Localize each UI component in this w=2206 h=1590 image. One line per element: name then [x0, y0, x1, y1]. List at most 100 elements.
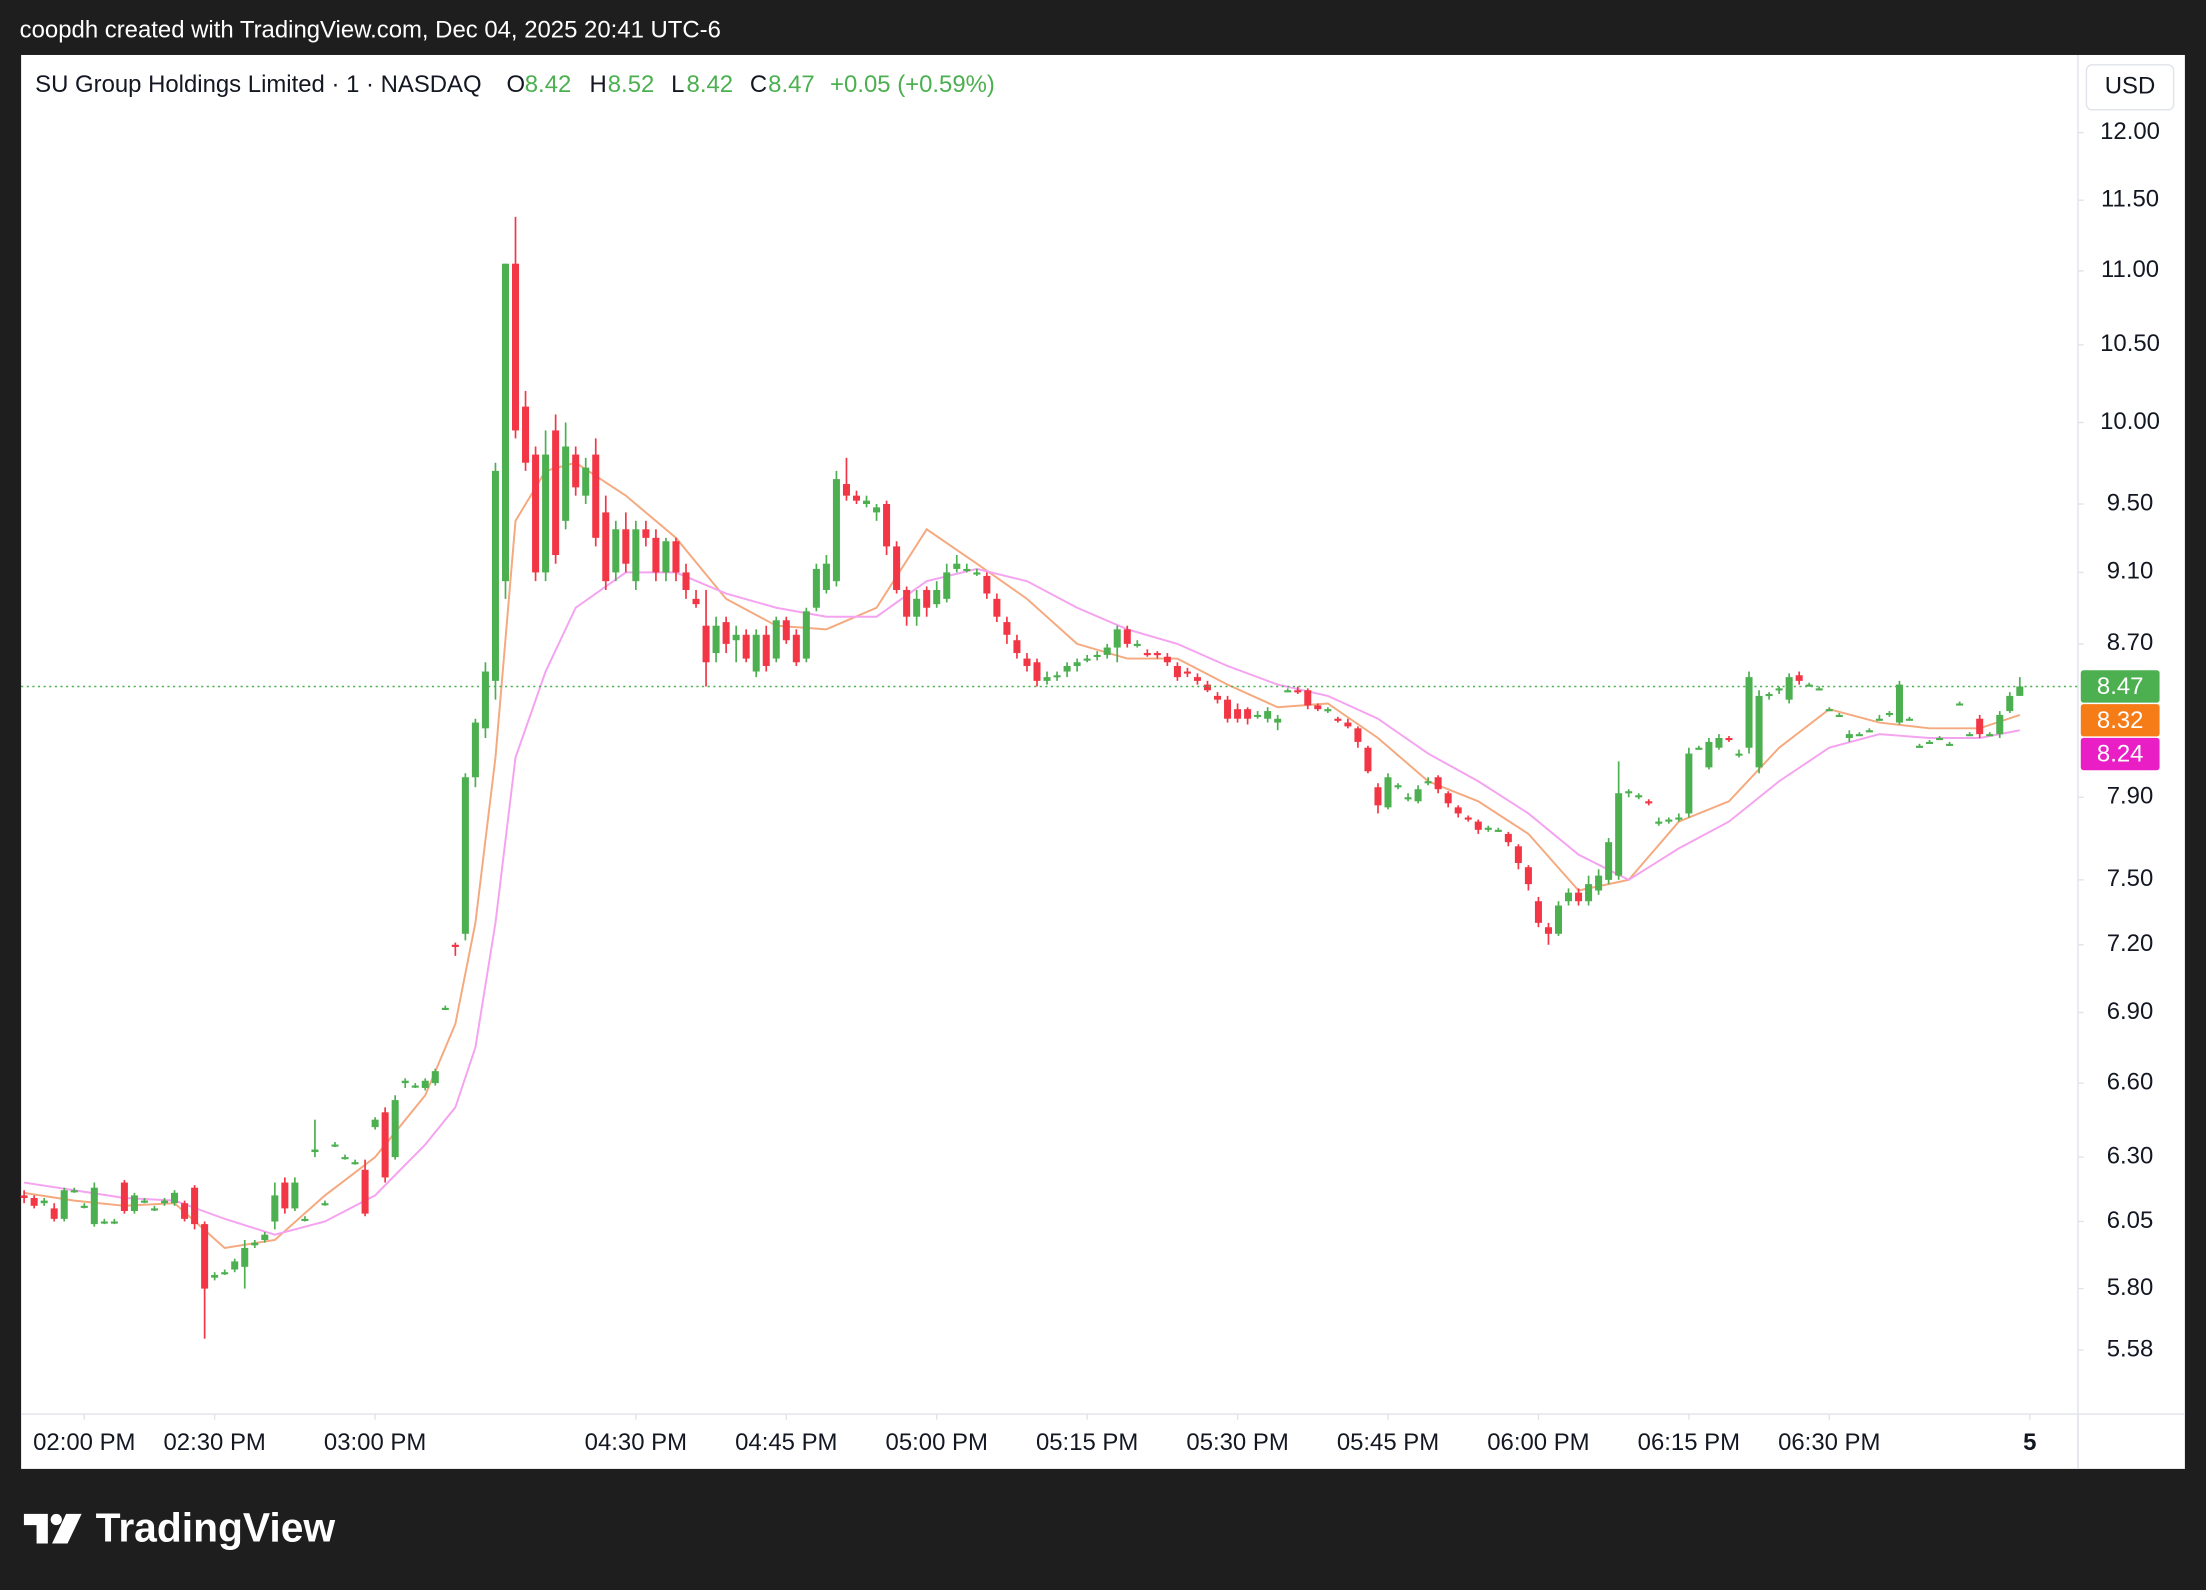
candle-body	[70, 1190, 78, 1193]
brand-logo: TradingView	[23, 1505, 335, 1551]
candle-body	[812, 568, 820, 608]
price-label: 8.24	[2097, 741, 2144, 768]
candle-body	[30, 1198, 38, 1206]
candle-body	[1795, 675, 1803, 681]
x-tick-label: 06:30 PM	[1778, 1429, 1880, 1456]
candle-body	[1133, 643, 1141, 646]
candle-body	[20, 1195, 28, 1199]
candle-body	[1183, 671, 1191, 674]
x-tick-label: 05:00 PM	[886, 1429, 988, 1456]
candle-body	[622, 529, 630, 564]
candle-body	[1424, 781, 1432, 784]
candle-body	[1625, 791, 1633, 794]
candle-body	[1043, 677, 1051, 681]
logo-mark	[50, 1513, 62, 1526]
candle-body	[271, 1195, 279, 1222]
candle-body	[632, 529, 640, 582]
candle-body	[1976, 718, 1984, 735]
candle-body	[251, 1242, 259, 1246]
y-tick-label: 9.50	[2107, 489, 2154, 516]
candle-body	[1484, 827, 1492, 830]
candle-body	[1454, 807, 1462, 814]
candle-body	[1444, 793, 1452, 804]
currency[interactable]: USD	[2105, 73, 2155, 100]
candle-body	[913, 598, 921, 617]
candle-body	[562, 446, 570, 521]
candle-body	[150, 1208, 158, 1211]
candle-body	[1655, 821, 1663, 824]
candle-body	[1404, 797, 1412, 800]
candle-body	[1554, 905, 1563, 934]
logo-mark	[23, 1513, 48, 1544]
x-tick-label: 02:00 PM	[33, 1429, 135, 1456]
candle-body	[1875, 718, 1883, 721]
candle-body	[582, 467, 590, 496]
candle-body	[692, 598, 700, 605]
candle-body	[943, 572, 951, 599]
candle-body	[1524, 867, 1532, 885]
candle-body	[321, 1203, 329, 1206]
candle-body	[301, 1218, 309, 1221]
candle-body	[1745, 677, 1753, 748]
currency-button[interactable]	[2085, 64, 2175, 111]
candle-body	[491, 470, 499, 681]
candle-body	[1775, 688, 1783, 691]
candle-body	[1434, 777, 1442, 790]
y-tick-label: 8.70	[2107, 629, 2154, 656]
candle-body	[832, 479, 840, 582]
y-tick-label: 11.50	[2101, 186, 2159, 213]
x-tick-label: 04:30 PM	[585, 1429, 687, 1456]
candle-body	[602, 512, 610, 582]
candle-body	[1073, 662, 1081, 666]
candle-body	[401, 1080, 409, 1084]
x-tick-label: 05:15 PM	[1036, 1429, 1138, 1456]
candle-body	[1675, 817, 1683, 820]
candle-body	[120, 1182, 128, 1212]
candle-body	[1926, 741, 1934, 744]
candle-body	[752, 634, 760, 672]
candle-body	[100, 1221, 108, 1224]
symbol-title: SU Group Holdings Limited · 1 · NASDAQ	[35, 71, 481, 98]
candle-body	[1705, 741, 1713, 768]
candle-body	[60, 1190, 68, 1219]
candle-body	[842, 484, 850, 496]
candle-body	[371, 1119, 379, 1128]
candle-body	[1003, 622, 1011, 635]
candle-body	[261, 1234, 269, 1240]
candle-body	[501, 263, 509, 582]
candle-body	[993, 598, 1001, 617]
candle-body	[852, 495, 860, 501]
moving-average-line	[23, 567, 2020, 1236]
candle-body	[1534, 901, 1542, 923]
candle-body	[742, 634, 750, 659]
candle-body	[1053, 675, 1061, 678]
candle-body	[782, 620, 790, 641]
price-label-box	[2080, 704, 2160, 737]
candle-body	[481, 671, 489, 729]
x-tick-label: 5	[2023, 1429, 2036, 1456]
candle-body	[1514, 846, 1522, 864]
candle-body	[1264, 711, 1272, 719]
price-label: 8.47	[2097, 673, 2144, 700]
candle-body	[1474, 821, 1482, 830]
y-tick-label: 10.00	[2100, 408, 2160, 435]
candle-body	[652, 537, 660, 573]
candle-body	[883, 504, 891, 547]
y-tick-label: 5.58	[2107, 1335, 2154, 1362]
candle-body	[1956, 703, 1964, 706]
candle-body	[1033, 662, 1041, 681]
candle-body	[983, 575, 991, 594]
candle-body	[1544, 927, 1552, 934]
candle-body	[1585, 884, 1593, 902]
candle-body	[1575, 892, 1583, 902]
candle-body	[1665, 819, 1673, 822]
candle-body	[612, 529, 620, 573]
candle-body	[40, 1200, 48, 1204]
candle-body	[532, 454, 540, 573]
candle-body	[1986, 734, 1994, 737]
candle-body	[1334, 718, 1342, 721]
x-tick-label: 03:00 PM	[324, 1429, 426, 1456]
candle-body	[1765, 694, 1773, 697]
candle-body	[642, 529, 650, 538]
candle-body	[572, 454, 580, 488]
